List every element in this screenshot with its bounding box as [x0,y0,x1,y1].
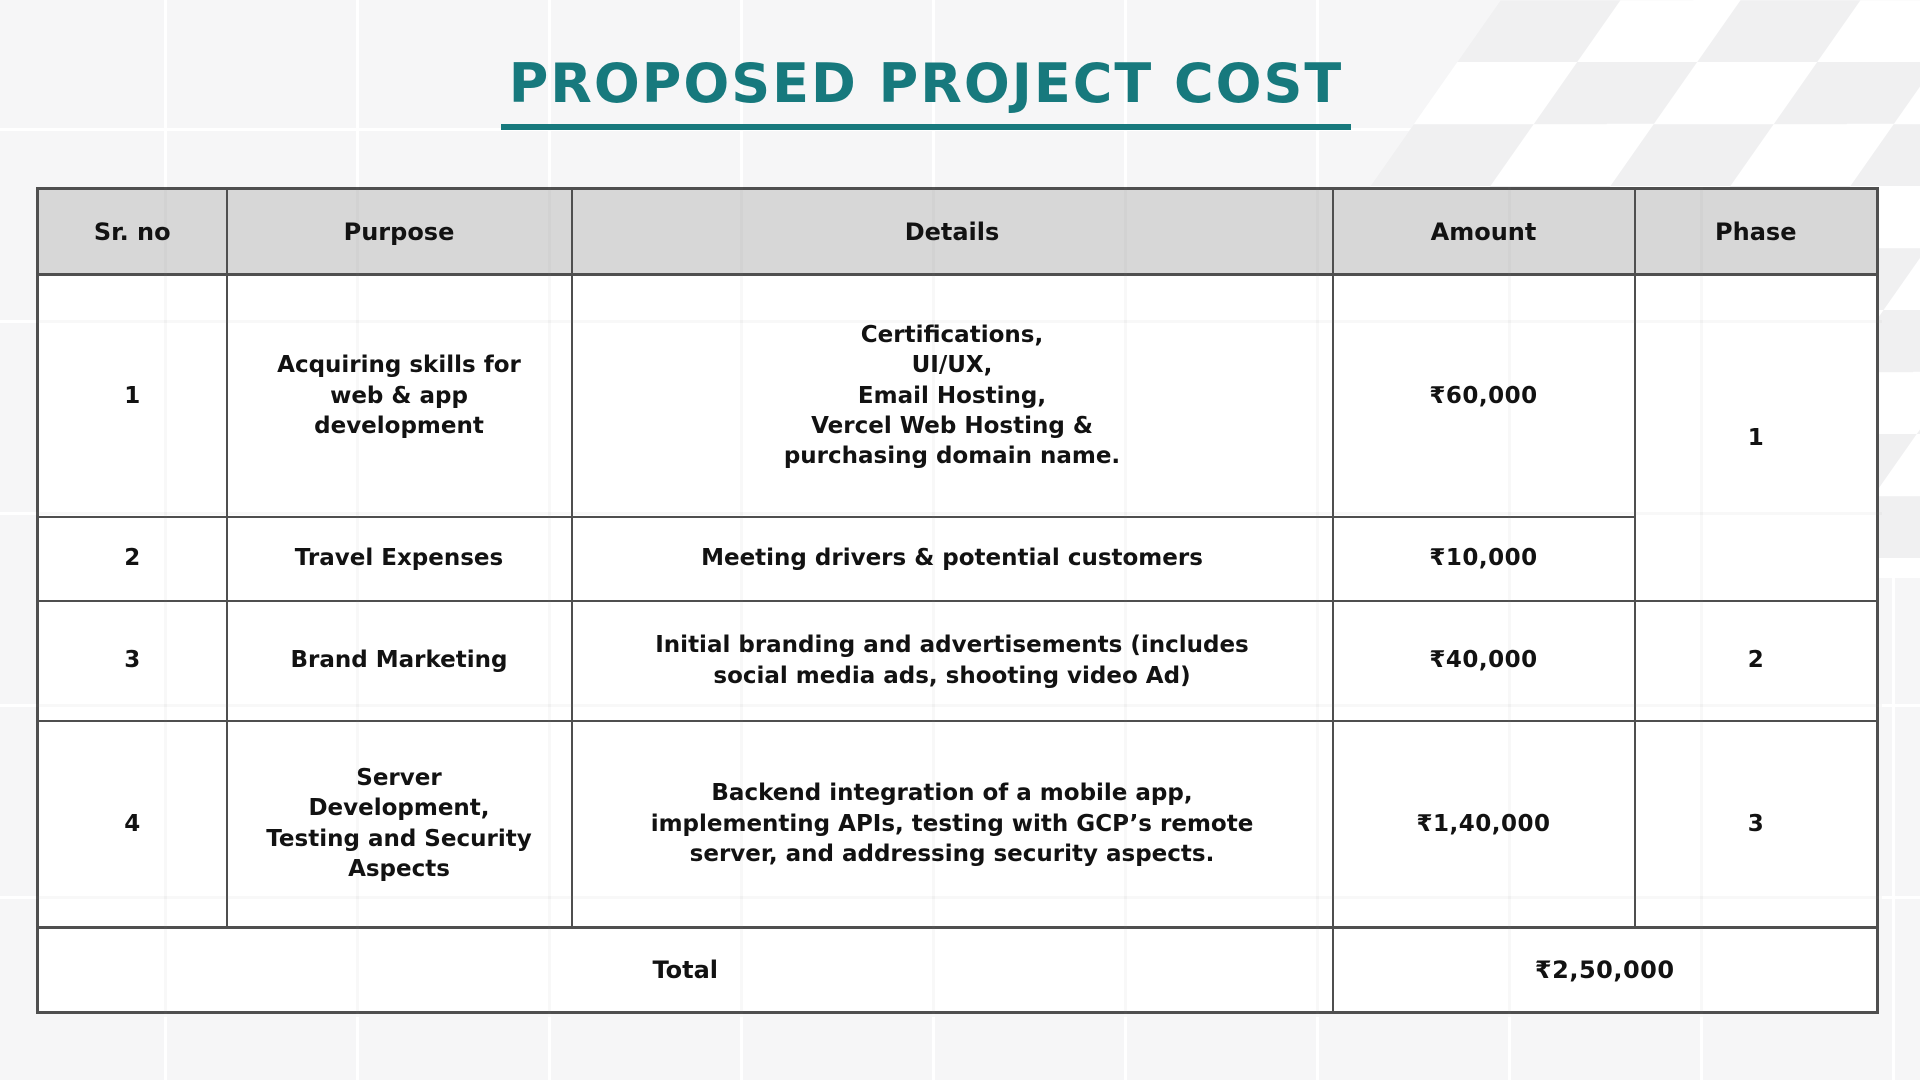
cell-details: Backend integration of a mobile app, imp… [570,719,1334,929]
table-row: 3 Brand Marketing Initial branding and a… [36,599,1879,722]
total-amount: ₹2,50,000 [1331,926,1879,1014]
cell-phase: 3 [1633,719,1879,929]
page-title: PROPOSED PROJECT COST [500,52,1352,130]
cell-details: Initial branding and advertisements (inc… [570,599,1334,722]
cell-purpose: Travel Expenses [225,515,573,602]
table-row: 2 Travel Expenses Meeting drivers & pote… [36,515,1878,602]
table-header-row: Sr. no Purpose Details Amount Phase [36,187,1879,276]
cell-amount: ₹1,40,000 [1331,719,1636,929]
cell-details: Meeting drivers & potential customers [570,515,1334,602]
cost-table-zone: Sr. no Purpose Details Amount Phase 1 Ac… [36,187,1879,1014]
header-amount: Amount [1331,187,1636,276]
title-block: PROPOSED PROJECT COST [36,52,1816,130]
table-row: 1 Acquiring skills for web & app develop… [36,273,1879,602]
cell-sr-no: 3 [36,599,228,722]
cell-purpose: Acquiring skills for web & app developme… [225,273,573,518]
cell-sr-no: 2 [36,515,228,602]
header-purpose: Purpose [225,187,573,276]
cell-purpose: Server Development, Testing and Security… [225,719,573,929]
cell-amount: ₹60,000 [1331,273,1636,518]
table-row: 4 Server Development, Testing and Securi… [36,719,1879,929]
cell-sr-no: 1 [36,273,228,518]
cell-purpose: Brand Marketing [225,599,573,722]
total-label: Total [36,926,1334,1014]
cell-details: Certifications, UI/UX, Email Hosting, Ve… [570,273,1334,518]
proposed-cost-table: Sr. no Purpose Details Amount Phase 1 Ac… [36,187,1879,1014]
header-details: Details [570,187,1334,276]
header-sr-no: Sr. no [36,187,228,276]
cell-amount: ₹40,000 [1331,599,1636,722]
cell-phase: 2 [1633,599,1879,722]
cell-phase: 1 [1633,273,1879,602]
cell-amount: ₹10,000 [1331,515,1636,602]
cell-sr-no: 4 [36,719,228,929]
total-row: Total ₹2,50,000 [36,926,1879,1014]
header-phase: Phase [1633,187,1879,276]
